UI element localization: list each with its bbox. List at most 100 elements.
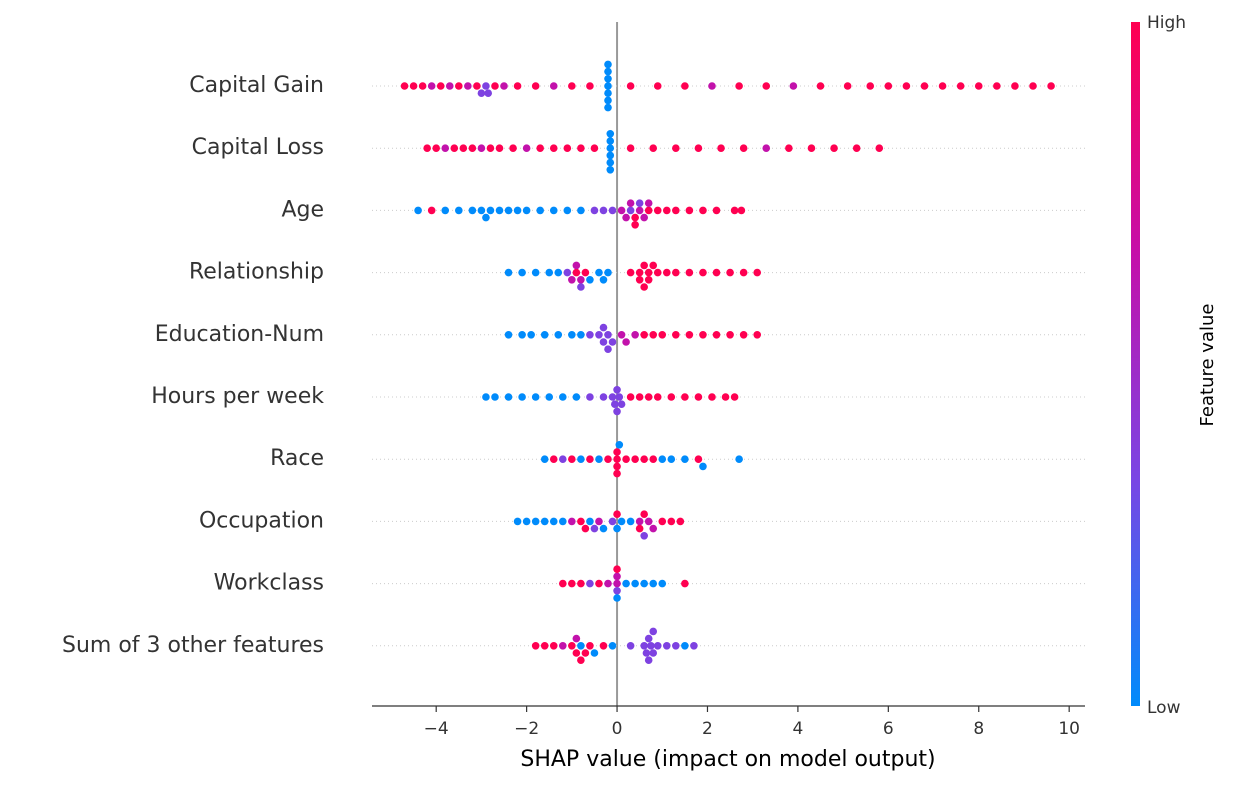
shap-point — [649, 331, 658, 339]
shap-point — [608, 517, 617, 526]
colorbar-label: Feature value — [1197, 304, 1218, 427]
shap-point — [615, 393, 624, 401]
colorbar-high-label: High — [1147, 13, 1186, 33]
row-label: Occupation — [199, 508, 324, 533]
shap-point — [672, 331, 680, 339]
shap-point — [545, 393, 554, 401]
shap-point — [631, 213, 639, 222]
shap-point — [613, 565, 621, 573]
shap-point — [739, 268, 748, 277]
shap-point — [617, 331, 626, 339]
shap-point — [737, 206, 746, 215]
shap-point — [626, 642, 635, 650]
shap-point — [558, 642, 567, 650]
shap-point — [699, 462, 707, 471]
shap-point — [635, 524, 644, 533]
shap-point — [785, 144, 793, 152]
shap-point — [441, 144, 450, 152]
shap-point — [504, 268, 513, 277]
shap-point — [622, 579, 630, 588]
shap-point — [956, 82, 965, 90]
shap-point — [644, 517, 653, 526]
shap-point — [604, 67, 612, 76]
shap-point — [735, 82, 743, 90]
shap-point — [685, 331, 694, 339]
shap-point — [617, 400, 626, 409]
shap-point — [604, 60, 612, 69]
shap-point — [586, 393, 594, 401]
shap-point — [653, 82, 662, 90]
shap-point — [586, 455, 594, 464]
shap-point — [816, 82, 825, 90]
shap-point — [554, 331, 563, 339]
shap-point — [577, 331, 585, 339]
shap-point — [549, 517, 558, 526]
shap-point — [531, 268, 540, 277]
shap-point — [690, 642, 698, 650]
x-tick-label: 10 — [1058, 719, 1080, 739]
shap-point — [653, 268, 662, 277]
shap-point — [504, 393, 513, 401]
shap-point — [613, 579, 621, 588]
shap-point — [606, 166, 615, 174]
colorbar — [1131, 22, 1140, 706]
shap-point — [830, 144, 838, 152]
shap-point — [649, 144, 658, 152]
shap-point — [568, 517, 576, 526]
shap-point — [681, 642, 689, 650]
shap-point — [626, 144, 635, 152]
shap-point — [608, 642, 617, 650]
shap-point — [606, 130, 615, 138]
shap-point — [694, 455, 703, 464]
shap-point — [604, 103, 612, 112]
shap-point — [626, 206, 635, 215]
x-tick-label: 4 — [792, 719, 803, 739]
shap-point — [613, 594, 621, 602]
shap-point — [572, 268, 581, 277]
shap-point — [577, 283, 585, 291]
shap-point — [577, 276, 585, 284]
shap-point — [635, 206, 644, 215]
shap-point — [699, 331, 707, 339]
shap-point — [513, 206, 522, 215]
shap-point — [409, 82, 418, 90]
shap-point — [613, 469, 621, 478]
shap-point — [631, 331, 639, 339]
shap-point — [540, 331, 549, 339]
shap-point — [518, 393, 526, 401]
shap-point — [581, 524, 590, 533]
shap-point — [577, 656, 585, 664]
shap-point — [464, 82, 472, 90]
shap-point — [753, 331, 762, 339]
shap-point — [441, 206, 450, 215]
shap-point — [445, 82, 454, 90]
shap-point — [518, 331, 526, 339]
shap-point — [635, 199, 644, 207]
grid-layer — [372, 22, 1085, 706]
row-label: Workclass — [214, 571, 324, 596]
shap-point — [599, 338, 608, 346]
shap-point — [418, 82, 427, 90]
shap-point — [486, 144, 495, 152]
shap-point — [1029, 82, 1037, 90]
shap-point — [626, 82, 635, 90]
shap-point — [531, 642, 540, 650]
shap-point — [730, 206, 739, 215]
shap-point — [427, 206, 436, 215]
shap-point — [662, 642, 671, 650]
shap-point — [649, 524, 658, 533]
shap-point — [644, 268, 653, 277]
shap-point — [1011, 82, 1019, 90]
shap-point — [920, 82, 929, 90]
shap-point — [631, 455, 639, 464]
shap-point — [599, 393, 608, 401]
shap-point — [572, 393, 581, 401]
shap-point — [436, 82, 445, 90]
shap-point — [631, 579, 639, 588]
shap-point — [568, 331, 576, 339]
shap-point — [522, 517, 531, 526]
shap-point — [599, 206, 608, 215]
shap-point — [540, 455, 549, 464]
row-label: Relationship — [189, 260, 324, 285]
